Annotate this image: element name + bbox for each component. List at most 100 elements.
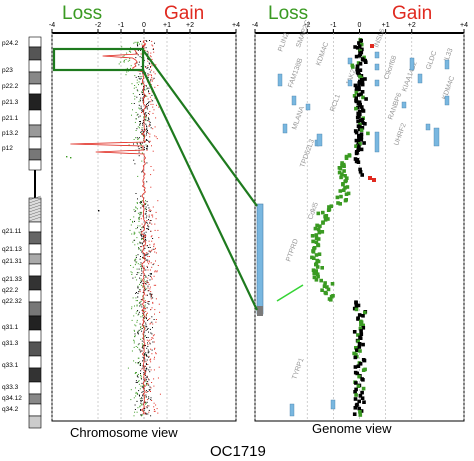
left-data-point (137, 310, 139, 311)
left-data-point (148, 250, 150, 252)
right-data-point (356, 317, 360, 321)
left-data-point (155, 218, 157, 220)
left-data-point (151, 276, 152, 278)
left-data-point (144, 335, 146, 337)
left-data-point (154, 73, 156, 75)
left-data-point (140, 402, 142, 404)
left-data-point (137, 243, 139, 245)
left-data-point (135, 391, 137, 393)
right-data-point (358, 362, 363, 366)
left-data-point (136, 272, 138, 274)
left-data-point (142, 283, 144, 284)
right-data-point (354, 99, 359, 104)
left-data-point (152, 264, 154, 266)
left-data-point (136, 202, 138, 204)
left-data-point (143, 379, 145, 381)
right-data-point (361, 386, 366, 391)
left-data-point (148, 260, 150, 262)
right-data-point (359, 128, 364, 132)
right-data-point (363, 122, 367, 126)
left-data-point (149, 55, 151, 57)
left-data-point (136, 202, 138, 203)
left-data-point (142, 111, 144, 113)
left-data-point (145, 377, 147, 379)
left-data-point (148, 68, 150, 70)
left-data-point (145, 123, 147, 125)
left-data-point (135, 57, 137, 59)
left-data-point (145, 402, 147, 404)
left-data-point (152, 341, 154, 343)
left-data-point (133, 329, 135, 331)
left-data-point (153, 358, 155, 360)
left-data-point (136, 137, 138, 139)
left-data-point (144, 412, 146, 414)
left-data-point (143, 325, 145, 327)
loss-header-left: Loss (62, 3, 102, 24)
left-data-point (141, 238, 143, 239)
left-data-point (146, 139, 148, 141)
left-data-point (150, 103, 152, 105)
left-data-point (145, 208, 147, 210)
left-data-point (134, 373, 136, 374)
right-data-point (360, 173, 364, 177)
left-data-point (142, 133, 144, 135)
left-data-point (155, 321, 157, 323)
gain-header-left: Gain (164, 3, 204, 24)
right-data-point (359, 135, 364, 140)
left-data-point (140, 409, 142, 410)
right-data-point (330, 282, 335, 286)
left-data-point (140, 303, 142, 305)
left-data-point (140, 400, 142, 401)
left-data-point (149, 292, 151, 294)
left-data-point (146, 132, 147, 134)
left-data-point (138, 383, 140, 385)
right-data-point (356, 333, 360, 337)
right-data-point (315, 272, 320, 276)
left-data-point (140, 230, 142, 232)
left-data-point (149, 222, 151, 224)
left-data-point (150, 298, 152, 300)
left-data-point (142, 72, 143, 74)
left-data-point (149, 140, 151, 142)
right-data-point (356, 303, 361, 308)
left-data-point (145, 117, 147, 119)
left-data-point (133, 42, 135, 44)
left-data-point (140, 201, 142, 203)
left-data-point (146, 149, 148, 151)
left-data-point (138, 357, 140, 359)
right-data-point (353, 83, 358, 88)
ideogram-band (28, 36, 42, 48)
left-data-point (136, 310, 138, 312)
left-data-point (144, 353, 146, 355)
left-data-point (147, 328, 149, 329)
left-data-point (143, 130, 145, 132)
left-data-point (145, 394, 147, 396)
left-data-point (150, 174, 152, 176)
left-data-point (153, 369, 155, 371)
left-data-point (140, 107, 142, 109)
right-data-point (359, 38, 363, 43)
left-data-point (144, 257, 146, 259)
left-data-point (135, 380, 137, 382)
right-data-point (354, 403, 359, 408)
left-data-point (145, 139, 147, 140)
left-data-point (139, 202, 141, 204)
ptprd-marker-line (276, 284, 304, 302)
right-data-point (312, 256, 316, 260)
left-data-point (146, 391, 148, 393)
left-data-point (144, 234, 146, 236)
left-data-point (139, 225, 141, 227)
left-data-point (146, 265, 148, 267)
left-data-point (144, 237, 146, 239)
right-data-point (354, 151, 359, 156)
left-data-point (140, 131, 142, 133)
band-label: p13.2 (2, 130, 19, 137)
left-data-point (147, 75, 149, 77)
left-data-point (134, 330, 135, 332)
left-data-point (135, 112, 137, 113)
left-data-point (137, 346, 139, 348)
left-data-point (155, 64, 157, 66)
right-data-point (358, 62, 363, 66)
right-data-point (326, 217, 330, 221)
